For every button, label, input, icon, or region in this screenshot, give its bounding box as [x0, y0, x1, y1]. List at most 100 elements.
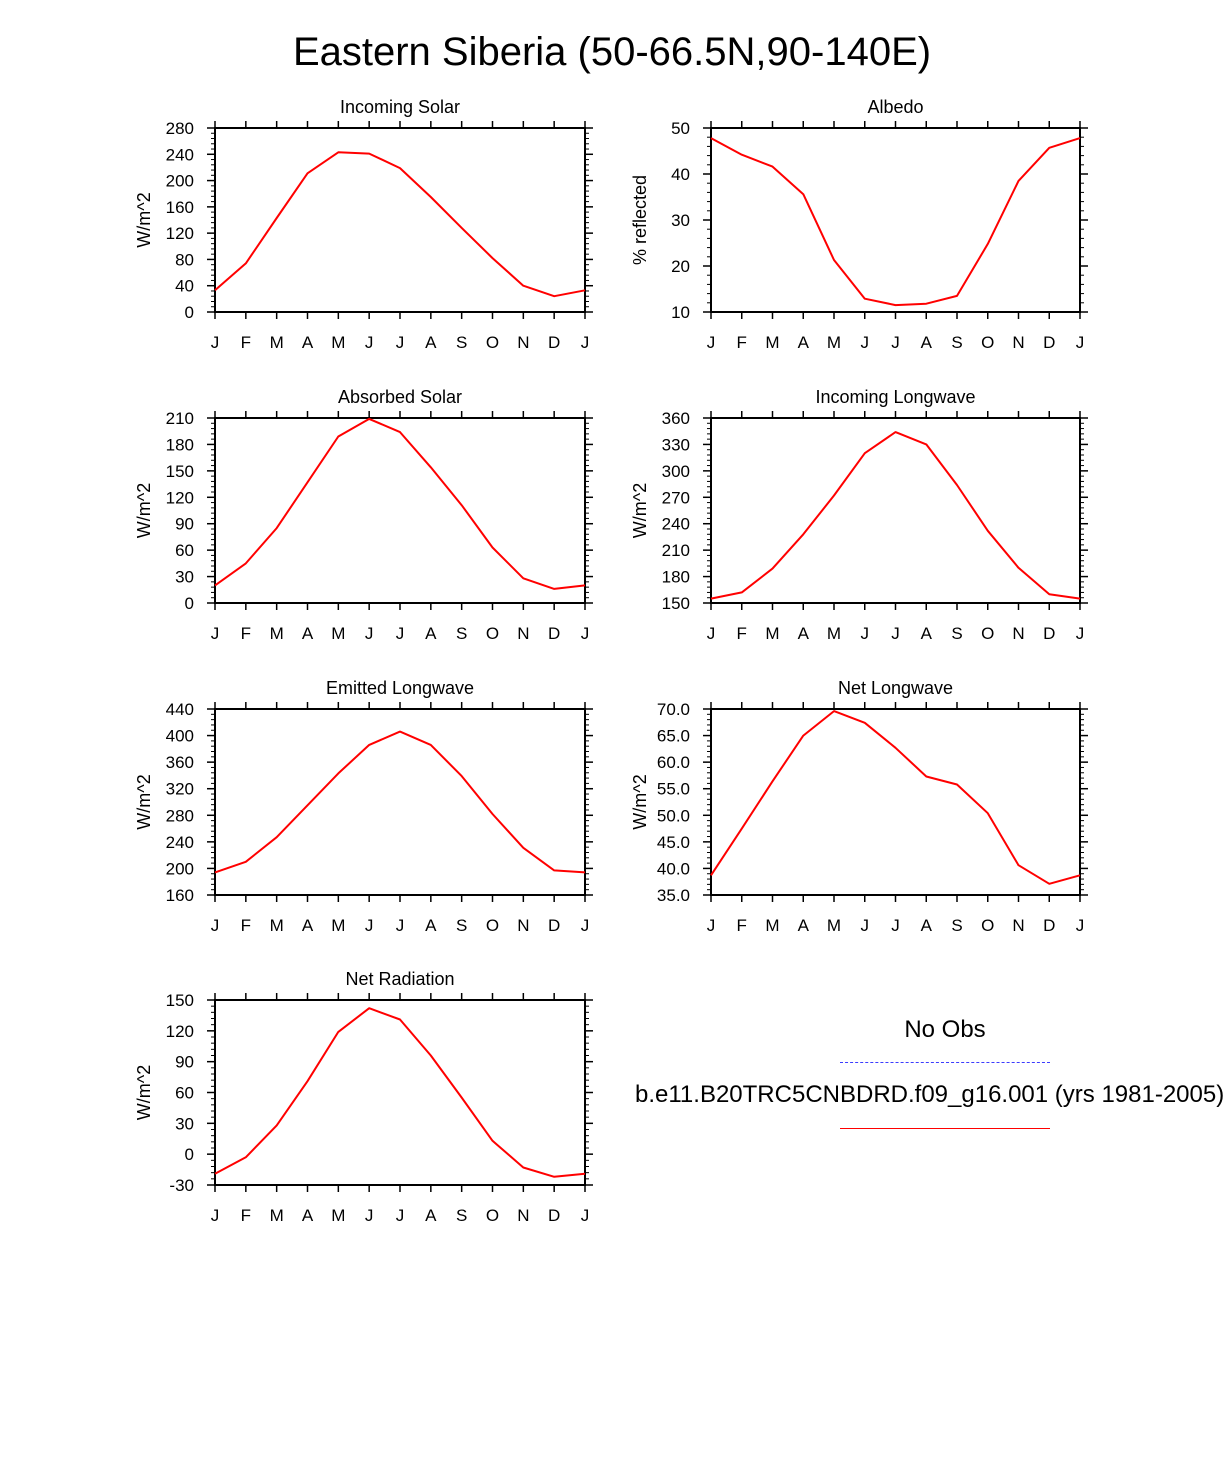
x-tick-label: J: [1076, 333, 1085, 352]
x-tick-label: S: [456, 624, 467, 643]
x-tick-label: O: [486, 333, 499, 352]
y-tick-label: 0: [185, 303, 194, 322]
y-tick-label: 45.0: [657, 833, 690, 852]
x-tick-label: S: [951, 916, 962, 935]
y-tick-label: 50: [671, 119, 690, 138]
x-tick-label: J: [891, 333, 900, 352]
x-tick-label: A: [425, 916, 437, 935]
x-tick-label: A: [798, 916, 810, 935]
chart-panel-3: J F M A M J J A S O N D J0306090120150180210Absorbed…: [134, 387, 593, 643]
x-tick-label: D: [548, 624, 560, 643]
y-tick-label: 180: [662, 568, 690, 587]
x-tick-label: J: [707, 916, 716, 935]
y-tick-label: 150: [166, 991, 194, 1010]
x-tick-label: A: [302, 333, 314, 352]
x-tick-label: M: [827, 333, 841, 352]
y-tick-label: 440: [166, 700, 194, 719]
series-line: [214, 730, 586, 874]
x-tick-label: A: [425, 624, 437, 643]
x-tick-label: N: [517, 624, 529, 643]
y-tick-label: 10: [671, 303, 690, 322]
x-tick-label: J: [211, 1206, 220, 1225]
x-tick-label: J: [365, 1206, 374, 1225]
x-tick-label: M: [270, 1206, 284, 1225]
series-line: [214, 1007, 586, 1178]
y-tick-label: 330: [662, 435, 690, 454]
panel-title: Incoming Solar: [340, 97, 460, 117]
x-tick-label: J: [861, 916, 870, 935]
y-tick-label: 240: [662, 515, 690, 534]
y-axis-label: W/m^2: [134, 1065, 154, 1120]
x-tick-label: M: [270, 916, 284, 935]
series-line: [710, 431, 1081, 600]
panel-title: Absorbed Solar: [338, 387, 462, 407]
x-tick-label: J: [211, 916, 220, 935]
x-tick-label: J: [365, 333, 374, 352]
panel-title: Net Radiation: [345, 969, 454, 989]
x-tick-label: J: [396, 333, 405, 352]
y-tick-label: 240: [166, 833, 194, 852]
x-tick-label: S: [456, 333, 467, 352]
x-tick-label: M: [270, 624, 284, 643]
y-tick-label: 30: [175, 1114, 194, 1133]
y-tick-label: 320: [166, 780, 194, 799]
y-tick-label: 280: [166, 119, 194, 138]
y-tick-label: 70.0: [657, 700, 690, 719]
legend-obs-label: No Obs: [904, 1016, 986, 1043]
y-tick-label: 360: [662, 409, 690, 428]
x-tick-label: J: [581, 916, 590, 935]
series-line: [710, 137, 1081, 307]
x-tick-label: M: [331, 333, 345, 352]
x-tick-label: D: [548, 333, 560, 352]
y-tick-label: 400: [166, 727, 194, 746]
x-tick-label: M: [331, 916, 345, 935]
y-tick-label: 20: [671, 257, 690, 276]
y-tick-label: 60: [175, 1084, 194, 1103]
x-tick-label: N: [517, 916, 529, 935]
y-tick-label: 210: [662, 541, 690, 560]
x-tick-label: J: [1076, 916, 1085, 935]
y-tick-label: 210: [166, 409, 194, 428]
x-tick-label: J: [861, 333, 870, 352]
plot-frame: [214, 127, 586, 313]
x-tick-label: A: [302, 624, 314, 643]
y-tick-label: 280: [166, 806, 194, 825]
x-tick-label: A: [921, 333, 933, 352]
y-tick-label: 200: [166, 859, 194, 878]
plot-frame: [214, 999, 586, 1186]
x-tick-label: M: [827, 624, 841, 643]
x-tick-label: A: [302, 916, 314, 935]
plot-frame: [710, 417, 1081, 604]
x-tick-label: N: [1012, 916, 1024, 935]
panel-title: Net Longwave: [838, 678, 953, 698]
x-tick-label: J: [581, 1206, 590, 1225]
y-tick-label: 120: [166, 1022, 194, 1041]
x-tick-label: N: [517, 333, 529, 352]
y-tick-label: 200: [166, 172, 194, 191]
x-tick-label: J: [707, 624, 716, 643]
x-tick-label: J: [581, 333, 590, 352]
x-tick-label: D: [1043, 624, 1055, 643]
x-tick-label: F: [241, 333, 251, 352]
x-tick-label: S: [951, 333, 962, 352]
x-tick-label: A: [425, 1206, 437, 1225]
x-tick-label: J: [891, 916, 900, 935]
x-tick-label: J: [581, 624, 590, 643]
y-axis-label: W/m^2: [630, 774, 650, 829]
x-tick-label: D: [548, 1206, 560, 1225]
y-tick-label: 240: [166, 145, 194, 164]
x-tick-label: A: [798, 624, 810, 643]
x-tick-label: F: [241, 1206, 251, 1225]
x-tick-label: F: [241, 916, 251, 935]
y-axis-label: % reflected: [630, 175, 650, 265]
y-tick-label: 40.0: [657, 859, 690, 878]
x-tick-label: O: [981, 916, 994, 935]
x-tick-label: M: [331, 624, 345, 643]
x-tick-label: S: [456, 1206, 467, 1225]
y-axis-label: W/m^2: [134, 774, 154, 829]
y-tick-label: 300: [662, 462, 690, 481]
plot-frame: [710, 708, 1081, 896]
y-axis-label: W/m^2: [134, 483, 154, 538]
y-tick-label: 150: [662, 594, 690, 613]
